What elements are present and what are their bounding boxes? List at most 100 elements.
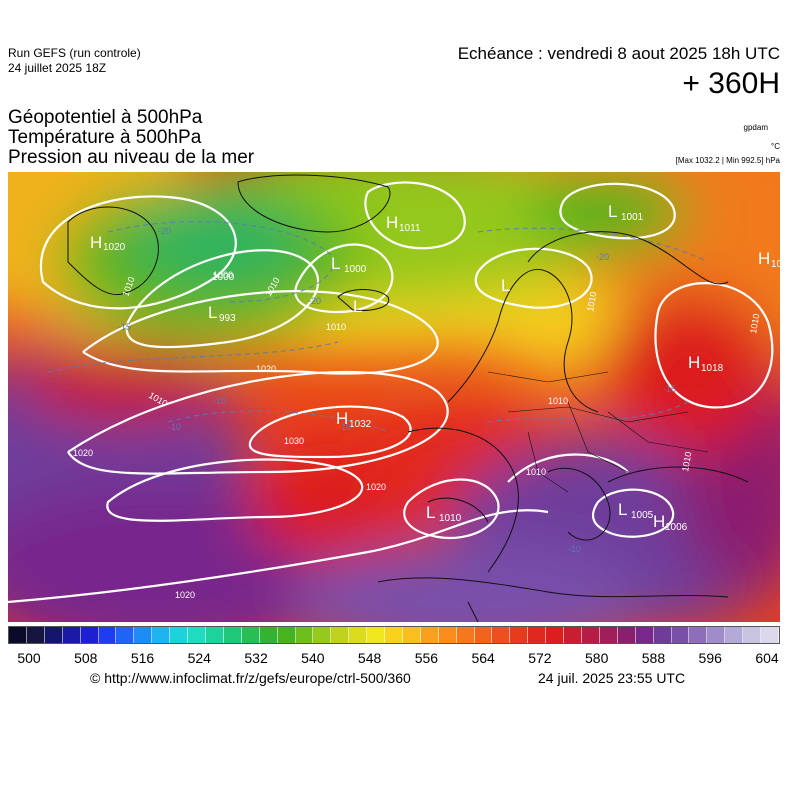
colorbar-swatch bbox=[510, 627, 529, 643]
svg-text:L: L bbox=[331, 254, 340, 273]
isobar-label: 1010 bbox=[748, 313, 761, 334]
colorbar-swatch bbox=[116, 627, 135, 643]
colorbar-swatch bbox=[725, 627, 744, 643]
pressure-center: L 1005 bbox=[618, 500, 654, 521]
isobar-label: 1020 bbox=[366, 482, 386, 492]
pressure-center: L bbox=[501, 276, 510, 295]
colorbar-swatch bbox=[26, 627, 45, 643]
run-name: Run GEFS (run controle) bbox=[8, 46, 141, 60]
colorbar-swatch bbox=[205, 627, 224, 643]
colorbar-swatch bbox=[331, 627, 350, 643]
isotherm-label: -10 bbox=[338, 422, 351, 432]
colorbar-tick-label: 564 bbox=[471, 650, 495, 666]
isotherm-label: -15 bbox=[663, 384, 676, 394]
pressure-center: H 1020 bbox=[90, 233, 126, 253]
svg-text:1006: 1006 bbox=[665, 522, 688, 533]
colorbar-tick-label: 588 bbox=[641, 650, 666, 666]
colorbar-swatch bbox=[80, 627, 99, 643]
colorbar-tick-label: 516 bbox=[130, 650, 155, 666]
isobar-label: 1000 bbox=[213, 270, 233, 280]
colorbar-swatch bbox=[152, 627, 171, 643]
pressure-range: [Max 1032.2 | Min 992.5] hPa bbox=[675, 156, 780, 165]
svg-text:H: H bbox=[653, 512, 665, 531]
pressure-center: L 1001 bbox=[608, 202, 644, 223]
svg-text:L: L bbox=[208, 303, 217, 322]
svg-text:L: L bbox=[618, 500, 627, 519]
svg-text:H: H bbox=[336, 409, 348, 428]
isobars bbox=[8, 181, 774, 604]
pressure-center: 1000 bbox=[212, 272, 235, 283]
colorbar-swatch bbox=[707, 627, 726, 643]
colorbar-swatch bbox=[671, 627, 690, 643]
colorbar-swatch bbox=[474, 627, 493, 643]
colorbar-swatch bbox=[528, 627, 547, 643]
issue-time: 24 juil. 2025 23:55 UTC bbox=[538, 670, 686, 686]
pressure-center: H 10 bbox=[758, 249, 780, 270]
isotherm-label: -10 bbox=[213, 396, 226, 406]
colorbar-swatch bbox=[743, 627, 762, 643]
colorbar-swatch bbox=[134, 627, 153, 643]
svg-text:1032: 1032 bbox=[349, 419, 372, 430]
layer-title-pressure: Pression au niveau de la mer bbox=[8, 147, 255, 168]
svg-text:H: H bbox=[758, 249, 770, 268]
svg-text:1011: 1011 bbox=[399, 223, 421, 234]
unit-geopotential: gpdam bbox=[743, 123, 768, 132]
colorbar-swatch bbox=[582, 627, 600, 643]
svg-text:1020: 1020 bbox=[103, 242, 126, 253]
colorbar-swatch bbox=[62, 627, 81, 643]
svg-text:1000: 1000 bbox=[344, 264, 367, 275]
colorbar-tick-label: 556 bbox=[414, 650, 439, 666]
unit-temperature: °C bbox=[771, 142, 780, 151]
layer-title-geopotential: Géopotentiel à 500hPa bbox=[8, 107, 203, 128]
isobar-label: 1010 bbox=[585, 291, 598, 312]
lead-time: + 360H bbox=[682, 67, 780, 100]
colorbar-swatch bbox=[653, 627, 672, 643]
colorbar-swatch bbox=[635, 627, 654, 643]
svg-text:H: H bbox=[386, 213, 398, 232]
colorbar-tick-label: 604 bbox=[755, 650, 779, 666]
svg-text:1000: 1000 bbox=[212, 272, 235, 283]
svg-text:L: L bbox=[501, 276, 510, 295]
isotherm-label: -20 bbox=[158, 226, 171, 236]
borders bbox=[487, 371, 709, 493]
colorbar-swatch bbox=[402, 627, 421, 643]
colorbar-swatch bbox=[313, 627, 332, 643]
svg-text:1010: 1010 bbox=[439, 513, 462, 524]
isobar-label: 1010 bbox=[526, 467, 546, 477]
colorbar-swatch bbox=[617, 627, 636, 643]
colorbar-tick-label: 572 bbox=[528, 650, 552, 666]
svg-text:10: 10 bbox=[771, 259, 780, 270]
copyright-link[interactable]: © http://www.infoclimat.fr/z/gefs/europe… bbox=[90, 670, 411, 686]
colorbar-swatch bbox=[761, 627, 779, 643]
svg-text:1005: 1005 bbox=[631, 510, 654, 521]
colorbar-swatch bbox=[456, 627, 475, 643]
colorbar-swatch bbox=[349, 627, 368, 643]
colorbar-tick-label: 508 bbox=[74, 650, 98, 666]
pressure-center: H 1006 bbox=[653, 512, 688, 533]
coastlines bbox=[67, 174, 749, 622]
isobar-label: 1010 bbox=[326, 322, 346, 332]
colorbar-tick-label: 596 bbox=[698, 650, 722, 666]
svg-text:L: L bbox=[353, 297, 362, 316]
svg-text:993: 993 bbox=[219, 313, 236, 324]
isobar-label: 1020 bbox=[256, 364, 276, 374]
colorbar-swatch bbox=[420, 627, 439, 643]
pressure-center: H 1032 bbox=[336, 409, 372, 430]
isobar-label: 1020 bbox=[73, 448, 93, 458]
isotherm-labels: -20 -20 -20 -15 -15 -10 -10 -10 -10 bbox=[118, 226, 676, 554]
isobar-labels: 1000 1010 1010 1010 1010 1020 1020 1020 … bbox=[73, 270, 761, 600]
colorbar-swatch bbox=[277, 627, 296, 643]
colorbar-swatch bbox=[98, 627, 117, 643]
isobar-label: 1030 bbox=[284, 436, 304, 446]
colorbar-swatch bbox=[492, 627, 511, 643]
svg-text:L: L bbox=[608, 202, 617, 221]
colorbar-swatch bbox=[170, 627, 189, 643]
colorbar bbox=[8, 626, 780, 644]
svg-text:1001: 1001 bbox=[621, 212, 644, 223]
isobar-label: 1020 bbox=[175, 590, 195, 600]
colorbar-swatch bbox=[223, 627, 242, 643]
svg-text:L: L bbox=[426, 503, 435, 522]
colorbar-tick-label: 548 bbox=[357, 650, 382, 666]
